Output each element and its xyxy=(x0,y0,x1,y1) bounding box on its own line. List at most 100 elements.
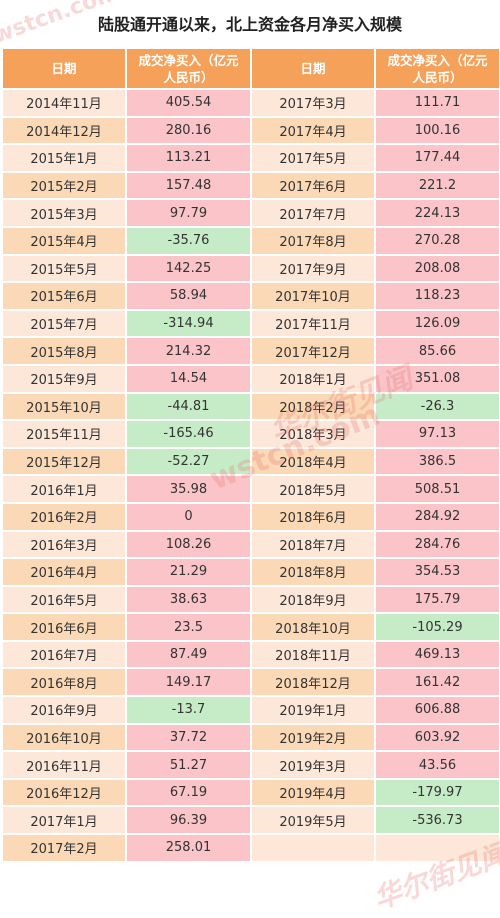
table-row: 2016年8月 149.17 2018年12月 161.42 xyxy=(3,669,499,696)
date-cell: 2019年4月 xyxy=(252,779,374,806)
value-cell: 280.16 xyxy=(127,117,250,144)
date-cell: 2018年9月 xyxy=(252,586,374,613)
amount-column-header-right: 成交净买入（亿元 人民币） xyxy=(376,49,499,88)
date-cell: 2018年10月 xyxy=(252,614,374,640)
table-row: 2016年12月 67.19 2019年4月 -179.97 xyxy=(3,779,499,806)
amount-header-line1-right: 成交净买入（亿元 xyxy=(387,52,488,68)
value-cell: 38.63 xyxy=(127,586,250,613)
table-row: 2016年4月 21.29 2018年8月 354.53 xyxy=(3,559,499,585)
date-cell: 2015年11月 xyxy=(3,421,125,447)
value-cell xyxy=(376,835,499,861)
value-cell: 214.32 xyxy=(127,338,250,364)
value-cell: 270.28 xyxy=(376,227,499,254)
date-cell: 2018年1月 xyxy=(252,365,374,392)
net-buy-table: 日期 成交净买入（亿元 人民币） 日期 成交净买入（亿元 人民币） 2014年1… xyxy=(1,47,500,863)
value-cell: -179.97 xyxy=(376,779,499,806)
table-row: 2015年3月 97.79 2017年7月 224.13 xyxy=(3,200,499,226)
date-cell: 2015年6月 xyxy=(3,283,125,309)
value-cell: 100.16 xyxy=(376,117,499,144)
date-cell: 2016年8月 xyxy=(3,669,125,696)
table-row: 2015年1月 113.21 2017年5月 177.44 xyxy=(3,145,499,171)
value-cell: 469.13 xyxy=(376,641,499,668)
value-cell: 405.54 xyxy=(127,90,250,116)
date-cell: 2017年3月 xyxy=(252,90,374,116)
value-cell: 149.17 xyxy=(127,669,250,696)
table-row: 2016年5月 38.63 2018年9月 175.79 xyxy=(3,586,499,613)
date-cell: 2017年7月 xyxy=(252,200,374,226)
table-row: 2015年8月 214.32 2017年12月 85.66 xyxy=(3,338,499,364)
date-cell: 2017年10月 xyxy=(252,283,374,309)
value-cell: 175.79 xyxy=(376,586,499,613)
table-body: 2014年11月 405.54 2017年3月 111.71 2014年12月 280.1… xyxy=(3,90,499,861)
date-cell: 2018年3月 xyxy=(252,421,374,447)
date-cell: 2017年6月 xyxy=(252,172,374,199)
value-cell: -536.73 xyxy=(376,807,499,834)
date-cell: 2015年12月 xyxy=(3,448,125,475)
date-cell: 2014年12月 xyxy=(3,117,125,144)
date-cell: 2019年5月 xyxy=(252,807,374,834)
value-cell: 284.92 xyxy=(376,503,499,530)
value-cell: 126.09 xyxy=(376,310,499,337)
value-cell: 87.49 xyxy=(127,641,250,668)
table-row: 2015年10月 -44.81 2018年2月 -26.3 xyxy=(3,393,499,420)
table-row: 2015年4月 -35.76 2017年8月 270.28 xyxy=(3,227,499,254)
value-cell: 0 xyxy=(127,503,250,530)
date-cell: 2017年5月 xyxy=(252,145,374,171)
value-cell: 161.42 xyxy=(376,669,499,696)
date-column-header-right: 日期 xyxy=(252,49,374,88)
table-row: 2015年5月 142.25 2017年9月 208.08 xyxy=(3,255,499,282)
date-cell: 2018年8月 xyxy=(252,559,374,585)
date-cell: 2018年5月 xyxy=(252,476,374,502)
value-cell: 386.5 xyxy=(376,448,499,475)
date-cell: 2015年8月 xyxy=(3,338,125,364)
table-row: 2014年12月 280.16 2017年4月 100.16 xyxy=(3,117,499,144)
table-row: 2017年2月 258.01 xyxy=(3,835,499,861)
date-cell: 2018年2月 xyxy=(252,393,374,420)
table-row: 2015年7月 -314.94 2017年11月 126.09 xyxy=(3,310,499,337)
value-cell: -13.7 xyxy=(127,697,250,723)
date-cell: 2015年2月 xyxy=(3,172,125,199)
value-cell: 142.25 xyxy=(127,255,250,282)
value-cell: 111.71 xyxy=(376,90,499,116)
date-cell: 2017年2月 xyxy=(3,835,125,861)
value-cell: 97.13 xyxy=(376,421,499,447)
value-cell: 43.56 xyxy=(376,752,499,778)
value-cell: 51.27 xyxy=(127,752,250,778)
date-cell: 2015年10月 xyxy=(3,393,125,420)
date-cell: 2019年3月 xyxy=(252,752,374,778)
value-cell: 224.13 xyxy=(376,200,499,226)
date-cell: 2016年6月 xyxy=(3,614,125,640)
value-cell: 354.53 xyxy=(376,559,499,585)
table-row: 2016年3月 108.26 2018年7月 284.76 xyxy=(3,531,499,558)
date-cell: 2016年12月 xyxy=(3,779,125,806)
date-cell: 2015年9月 xyxy=(3,365,125,392)
table-row: 2015年9月 14.54 2018年1月 351.08 xyxy=(3,365,499,392)
table-row: 2017年1月 96.39 2019年5月 -536.73 xyxy=(3,807,499,834)
table-row: 2016年9月 -13.7 2019年1月 606.88 xyxy=(3,697,499,723)
value-cell: 606.88 xyxy=(376,697,499,723)
value-cell: 108.26 xyxy=(127,531,250,558)
date-cell: 2018年6月 xyxy=(252,503,374,530)
date-cell: 2016年10月 xyxy=(3,724,125,751)
value-cell: 603.92 xyxy=(376,724,499,751)
date-cell: 2019年1月 xyxy=(252,697,374,723)
table-row: 2016年6月 23.5 2018年10月 -105.29 xyxy=(3,614,499,640)
value-cell: 284.76 xyxy=(376,531,499,558)
date-cell: 2015年5月 xyxy=(3,255,125,282)
amount-header-line2: 人民币） xyxy=(163,69,214,85)
value-cell: -35.76 xyxy=(127,227,250,254)
value-cell: 221.2 xyxy=(376,172,499,199)
table-row: 2016年10月 37.72 2019年2月 603.92 xyxy=(3,724,499,751)
date-cell: 2017年12月 xyxy=(252,338,374,364)
value-cell: 113.21 xyxy=(127,145,250,171)
date-cell: 2017年8月 xyxy=(252,227,374,254)
table-row: 2016年11月 51.27 2019年3月 43.56 xyxy=(3,752,499,778)
table-row: 2015年11月 -165.46 2018年3月 97.13 xyxy=(3,421,499,447)
value-cell: -26.3 xyxy=(376,393,499,420)
value-cell: -105.29 xyxy=(376,614,499,640)
page-title: 陆股通开通以来，北上资金各月净买入规模 xyxy=(97,15,402,34)
date-cell: 2016年2月 xyxy=(3,503,125,530)
value-cell: 67.19 xyxy=(127,779,250,806)
value-cell: 85.66 xyxy=(376,338,499,364)
table-row: 2015年6月 58.94 2017年10月 118.23 xyxy=(3,283,499,309)
